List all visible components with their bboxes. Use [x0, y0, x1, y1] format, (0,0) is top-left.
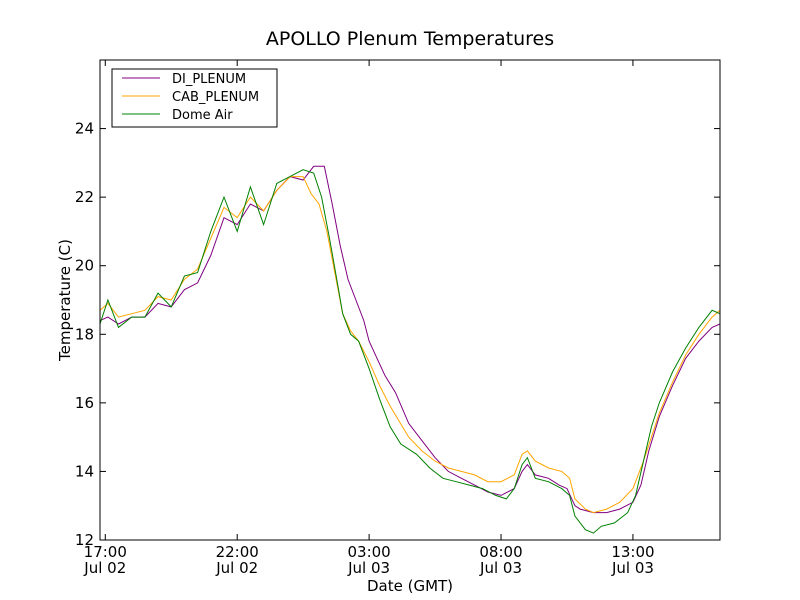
legend-label-0: DI_PLENUM — [172, 72, 246, 87]
plot-frame — [99, 59, 721, 541]
y-tick-label-3: 18 — [75, 325, 94, 343]
x-tick-date-0: Jul 02 — [83, 559, 126, 577]
legend: DI_PLENUM CAB_PLENUM Dome Air — [111, 68, 278, 128]
series-line-1 — [100, 176, 720, 514]
legend-label-1: CAB_PLENUM — [172, 90, 259, 105]
x-axis-label: Date (GMT) — [367, 577, 453, 595]
chart-title: APOLLO Plenum Temperatures — [266, 28, 554, 50]
series-line-0 — [100, 165, 720, 514]
x-tick-date-1: Jul 02 — [215, 559, 258, 577]
y-axis-label: Temperature (C) — [56, 239, 74, 362]
y-tick-label-5: 22 — [75, 188, 94, 206]
x-tick-time-0: 17:00 — [84, 543, 127, 561]
y-tick-label-6: 24 — [75, 120, 94, 138]
series-line-2 — [100, 169, 720, 534]
x-tick-time-3: 08:00 — [479, 543, 522, 561]
y-tick-label-4: 20 — [75, 257, 94, 275]
x-tick-time-1: 22:00 — [216, 543, 259, 561]
y-tick-label-0: 12 — [75, 531, 94, 549]
x-tick-date-2: Jul 03 — [347, 559, 390, 577]
y-tick-label-2: 16 — [75, 394, 94, 412]
x-tick-time-4: 13:00 — [611, 543, 654, 561]
x-tick-time-2: 03:00 — [347, 543, 390, 561]
legend-frame — [111, 68, 278, 128]
x-tick-date-3: Jul 03 — [479, 559, 522, 577]
y-tick-label-1: 14 — [75, 462, 94, 480]
x-tick-date-4: Jul 03 — [611, 559, 654, 577]
legend-label-2: Dome Air — [172, 108, 233, 123]
series-layer — [100, 165, 720, 534]
